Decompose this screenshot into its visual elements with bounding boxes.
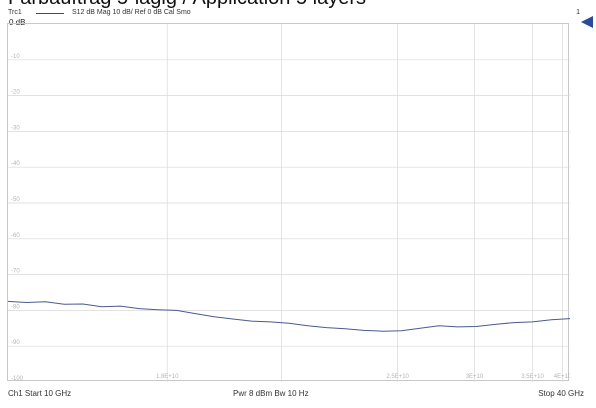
start-frequency[interactable]: Ch1 Start 10 GHz [8,389,72,398]
power-bandwidth[interactable]: Pwr 8 dBm Bw 10 Hz [233,389,309,398]
x-tick-label: 3E+10 [466,374,484,380]
x-tick-label: 4E+10 [554,374,570,380]
page-title: Farbauftrag 5-lagig / Application 5 laye… [8,0,366,10]
x-tick-label: 3.5E+10 [521,374,544,380]
trace-line [8,300,570,332]
y-tick-label: -100 [11,376,24,382]
reference-level-label: 0 dB [9,18,26,27]
trace-number: 1 [576,9,580,16]
trace-header: Trc1 S12 dB Mag 10 dB/ Ref 0 dB Cal Smo … [8,9,586,19]
y-tick-label: -70 [11,269,20,275]
y-tick-label: -40 [11,161,20,167]
trace-line-swatch [36,13,64,14]
reference-marker-icon[interactable] [581,16,593,28]
measurement-settings[interactable]: S12 dB Mag 10 dB/ Ref 0 dB Cal Smo [72,9,191,16]
y-tick-label: -10 [11,54,20,60]
y-tick-label: -80 [11,304,20,310]
y-tick-label: -50 [11,197,20,203]
status-footer: Ch1 Start 10 GHz Pwr 8 dBm Bw 10 Hz Stop… [8,389,586,401]
y-tick-label: -20 [11,90,20,96]
y-tick-label: -60 [11,233,20,239]
s12-chart: -10 -20 -30 -40 -50 -60 -70 -80 -90 -100 1.8E+10 2.… [8,24,570,382]
plot-area[interactable]: -10 -20 -30 -40 -50 -60 -70 -80 -90 -100 1.8E+10 2.… [7,23,570,382]
y-tick-label: -30 [11,125,20,131]
stop-frequency[interactable]: Stop 40 GHz [538,389,584,398]
trace-label[interactable]: Trc1 [8,9,22,16]
x-tick-label: 2.5E+10 [386,374,409,380]
y-tick-label: -90 [11,340,20,346]
x-tick-label: 1.8E+10 [156,374,179,380]
